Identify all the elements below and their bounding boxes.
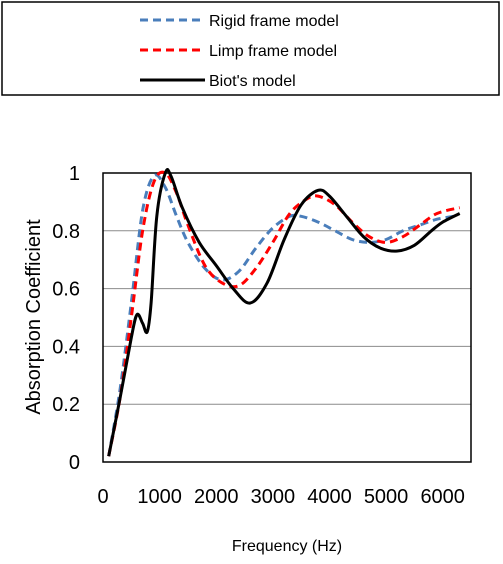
x-tick-label: 3000 (251, 486, 296, 508)
legend: Rigid frame model Limp frame model Biot'… (1, 1, 500, 96)
x-tick-labels: 0 1000 2000 3000 4000 5000 6000 (97, 486, 465, 508)
x-axis-label: Frequency (Hz) (232, 538, 342, 555)
series-line-biot (107, 167, 461, 457)
x-tick-label: 0 (97, 486, 108, 508)
plot-frame (102, 172, 472, 463)
gridlines (103, 230, 471, 405)
y-tick-label: 0.2 (52, 394, 80, 416)
x-tick-label: 5000 (364, 486, 409, 508)
legend-label-rigid: Rigid frame model (209, 13, 339, 30)
y-tick-label: 0.4 (52, 336, 80, 358)
series-line-limp-frame (107, 170, 461, 457)
legend-box (1, 1, 500, 96)
y-tick-label: 0 (69, 452, 80, 474)
y-tick-label: 0.8 (52, 221, 80, 243)
y-tick-label: 0.6 (52, 279, 80, 301)
y-tick-labels: 0 0.2 0.4 0.6 0.8 1 (52, 163, 80, 474)
legend-label-limp: Limp frame model (209, 43, 337, 60)
y-axis-label: Absorption Coefficient (23, 219, 45, 415)
series-line-rigid-frame (107, 173, 455, 457)
x-tick-label: 1000 (137, 486, 182, 508)
x-tick-label: 2000 (194, 486, 239, 508)
legend-label-biot: Biot's model (209, 73, 296, 90)
x-tick-label: 4000 (307, 486, 352, 508)
series-layer (107, 167, 461, 457)
y-tick-label: 1 (69, 163, 80, 185)
x-tick-label: 6000 (420, 486, 465, 508)
